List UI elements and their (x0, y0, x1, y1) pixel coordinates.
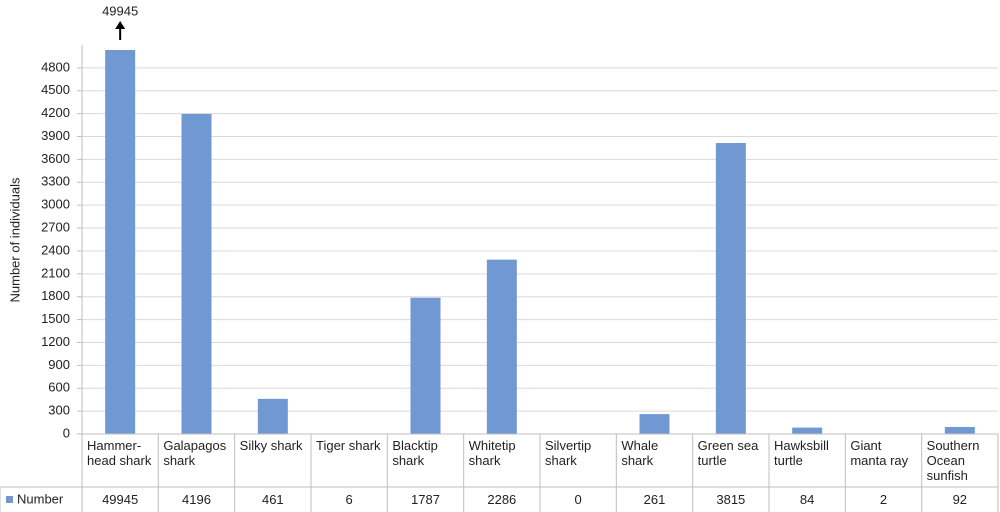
category-label: Blacktip shark (392, 438, 438, 468)
table-value: 3815 (716, 492, 746, 507)
y-tick-label: 3000 (41, 197, 70, 212)
y-tick-label: 4500 (41, 82, 70, 97)
category-label: Southern Ocean sunfish (926, 438, 980, 483)
category-label: Hawksbill turtle (774, 438, 829, 468)
category-label: Giant manta ray (850, 438, 909, 468)
category-label: Tiger shark (316, 438, 381, 453)
category-label: Silky shark (239, 438, 303, 453)
category-label: Whale shark (621, 438, 659, 468)
y-tick-label: 300 (48, 403, 70, 418)
category-label: Silvertip shark (545, 438, 592, 468)
table-value: 2 (879, 492, 888, 507)
bar (181, 113, 212, 435)
bar (105, 50, 136, 434)
bar (257, 398, 288, 434)
category-label: Hammer-head shark (87, 438, 152, 468)
table-value: 4196 (182, 492, 211, 507)
y-tick-label: 0 (63, 425, 70, 440)
legend-swatch (6, 496, 13, 503)
y-tick-label: 2100 (41, 265, 70, 280)
table-value: 84 (799, 492, 815, 507)
table-value: 6 (345, 492, 353, 507)
y-tick-label: 600 (48, 380, 70, 395)
y-tick-label: 900 (48, 357, 70, 372)
table-value: 92 (952, 492, 968, 507)
bars (105, 50, 975, 435)
bar (410, 297, 441, 434)
bar (486, 259, 517, 434)
y-tick-label: 2400 (41, 242, 70, 257)
category-label: Galapagos shark (163, 438, 227, 468)
y-tick-label: 3600 (41, 151, 70, 166)
table-value: 0 (574, 492, 582, 507)
y-tick-label: 4200 (41, 105, 70, 120)
bar (715, 143, 746, 434)
table-value: 461 (261, 492, 284, 507)
y-tick-label: 3900 (41, 128, 70, 143)
bar (944, 426, 975, 434)
y-tick-label: 3300 (41, 174, 70, 189)
overflow-label: 49945 (102, 3, 138, 18)
category-label: Whitetip shark (468, 438, 516, 468)
table-value: 1787 (411, 492, 440, 507)
table-value: 261 (643, 492, 666, 507)
overflow-arrowhead (115, 21, 126, 29)
y-tick-label: 1800 (41, 288, 70, 303)
bar (792, 427, 823, 434)
y-tick-label: 2700 (41, 219, 70, 234)
table-value: 2286 (487, 492, 517, 507)
legend-label: Number (17, 491, 64, 506)
category-label: Green sea turtle (697, 438, 759, 468)
table-value: 49945 (102, 492, 139, 507)
y-tick-label: 4800 (41, 59, 70, 74)
bar (639, 414, 670, 434)
y-tick-label: 1500 (41, 311, 70, 326)
y-tick-label: 1200 (41, 334, 70, 349)
y-axis-label: Number of individuals (7, 177, 22, 303)
